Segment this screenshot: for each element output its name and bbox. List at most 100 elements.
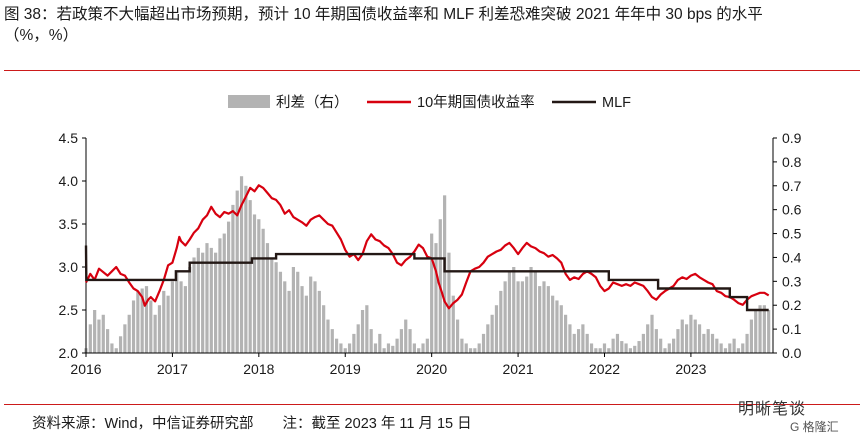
spread-bar: [140, 288, 144, 353]
spread-bar: [123, 324, 127, 353]
spread-bar: [101, 314, 105, 353]
right-tick-label: 0.8: [782, 154, 802, 170]
spread-bar: [546, 286, 550, 353]
spread-bar: [719, 343, 723, 353]
spread-bar: [533, 271, 537, 353]
spread-bar: [166, 295, 170, 353]
spread-bar: [745, 333, 749, 353]
figure-title: 图 38：若政策不大幅超出市场预期，预计 10 年期国债收益率和 MLF 利差恐…: [4, 4, 860, 46]
spread-bar: [192, 257, 196, 353]
spread-bar: [490, 314, 494, 353]
x-axis: 2016 2017 2018 2019 2020 2021 2022 2023: [70, 352, 773, 376]
spread-bar: [741, 343, 745, 353]
spread-bar: [209, 247, 213, 353]
spread-bar: [641, 333, 645, 353]
right-tick-label: 0.0: [782, 345, 802, 361]
spread-bar: [702, 333, 706, 353]
spread-bar: [736, 348, 741, 353]
spread-bars: [84, 176, 771, 353]
spread-bar: [110, 343, 114, 353]
x-tick-label: 2023: [675, 361, 706, 376]
series-lines: [84, 184, 770, 312]
title-divider: [4, 70, 860, 71]
spread-bar: [261, 228, 265, 353]
spread-bar: [274, 262, 278, 353]
spread-bar: [149, 300, 153, 353]
spread-bar: [153, 314, 157, 353]
right-tick-label: 0.9: [782, 130, 802, 146]
spread-bar: [278, 271, 283, 353]
spread-bar: [317, 290, 321, 353]
spread-bar: [525, 276, 529, 353]
legend-label: MLF: [602, 95, 631, 111]
spread-bar: [291, 267, 295, 353]
spread-bar: [425, 338, 429, 353]
spread-bar: [486, 324, 490, 353]
spread-bar: [637, 341, 641, 353]
spread-bar: [723, 348, 728, 353]
right-tick-label: 0.3: [782, 273, 802, 289]
x-tick-label: 2020: [416, 361, 447, 376]
spread-bar: [356, 324, 360, 353]
right-tick-label: 0.5: [782, 226, 802, 242]
spread-bar: [749, 319, 753, 353]
spread-bar: [170, 281, 175, 353]
spread-bar: [633, 345, 637, 353]
spread-bar: [343, 348, 347, 353]
spread-bar: [339, 343, 343, 353]
spread-bar: [347, 343, 352, 353]
spread-bar: [248, 200, 252, 353]
right-tick-label: 0.1: [782, 321, 802, 337]
spread-bar: [697, 324, 702, 353]
spread-bar: [404, 319, 408, 353]
spread-bar: [684, 324, 689, 353]
spread-bar: [576, 329, 581, 353]
spread-bar: [728, 343, 732, 353]
spread-bar: [555, 300, 559, 353]
spread-bar: [309, 276, 313, 353]
spread-bar: [244, 185, 248, 353]
spread-bar: [758, 305, 762, 353]
spread-bar: [257, 219, 261, 353]
spread-bar: [196, 247, 200, 353]
left-tick-label: 4.0: [59, 173, 79, 189]
spread-bar: [715, 338, 719, 353]
right-tick-label: 0.2: [782, 297, 802, 313]
spread-bar: [114, 348, 118, 353]
spread-bar: [287, 290, 291, 353]
spread-bar: [239, 176, 244, 353]
spread-bar: [283, 281, 287, 353]
spread-bar: [382, 348, 386, 353]
spread-bar: [654, 329, 658, 353]
left-y-axis: 2.0 2.5 3.0 3.5 4.0 4.5: [59, 130, 87, 361]
x-tick-label: 2017: [157, 361, 188, 376]
spread-bar: [235, 190, 239, 353]
spread-bar: [360, 310, 365, 353]
spread-bar: [183, 286, 187, 353]
spread-bar: [218, 238, 222, 353]
spread-bar: [659, 338, 663, 353]
spread-bar: [214, 252, 218, 353]
spread-bar: [620, 341, 624, 353]
spread-bar: [710, 333, 715, 353]
footer-divider: [4, 404, 860, 405]
spread-bar: [451, 295, 455, 353]
spread-bar: [611, 338, 615, 353]
spread-bar: [732, 338, 736, 353]
spread-bar: [693, 319, 697, 353]
x-tick-label: 2022: [589, 361, 620, 376]
spread-bar: [412, 343, 416, 353]
spread-bar: [594, 348, 598, 353]
spread-bar: [455, 319, 460, 353]
spread-bar: [585, 333, 589, 353]
spread-bar: [512, 267, 516, 353]
right-tick-label: 0.4: [782, 249, 802, 265]
spread-bar: [421, 343, 425, 353]
spread-bar: [443, 195, 447, 353]
spread-bar: [672, 338, 676, 353]
spread-bar: [706, 329, 710, 353]
spread-bar: [162, 290, 166, 353]
spread-bar: [529, 267, 533, 353]
spread-bar: [93, 310, 97, 353]
spread-bar: [408, 329, 412, 353]
